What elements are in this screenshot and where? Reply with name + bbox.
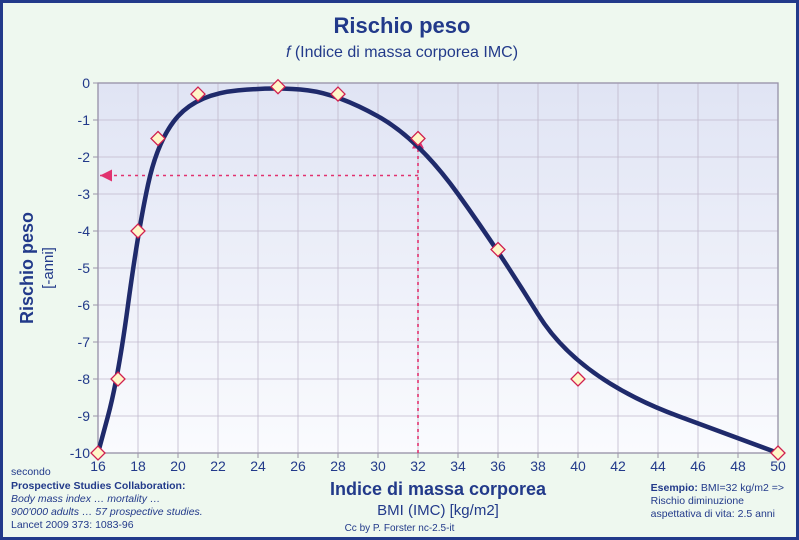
chart-svg: 1618202224262830323436384042444648500-1-… <box>3 3 796 537</box>
y-tick-label: 0 <box>82 75 90 91</box>
y-tick-label: -3 <box>78 186 91 202</box>
y-tick-label: -4 <box>78 223 91 239</box>
footnote-l3: Body mass index … mortality … <box>11 493 160 505</box>
chart-frame: 1618202224262830323436384042444648500-1-… <box>0 0 799 540</box>
cc-label: Cc by P. Forster nc-2.5-it <box>345 523 455 534</box>
x-tick-label: 26 <box>290 458 306 474</box>
footnote-r1a: Esempio: <box>651 482 698 494</box>
x-axis-subtitle: BMI (IMC) [kg/m2] <box>377 502 499 519</box>
chart-subtitle: f (Indice di massa corporea IMC) <box>286 44 518 61</box>
y-tick-label: -6 <box>78 297 91 313</box>
footnote-l2: Prospective Studies Collaboration: <box>11 480 185 492</box>
x-axis-title: Indice di massa corporea <box>330 479 547 499</box>
x-tick-label: 32 <box>410 458 426 474</box>
y-axis-title: Rischio peso <box>17 212 37 324</box>
y-tick-label: -10 <box>70 445 90 461</box>
x-tick-label: 34 <box>450 458 466 474</box>
y-axis-subtitle: [-anni] <box>40 247 57 289</box>
x-tick-label: 28 <box>330 458 346 474</box>
x-tick-label: 22 <box>210 458 226 474</box>
y-tick-label: -8 <box>78 371 91 387</box>
x-tick-label: 44 <box>650 458 666 474</box>
y-tick-label: -7 <box>78 334 91 350</box>
x-tick-label: 46 <box>690 458 706 474</box>
y-tick-label: -5 <box>78 260 91 276</box>
x-tick-label: 30 <box>370 458 386 474</box>
footnote-r1b: BMI=32 kg/m2 => <box>698 482 784 494</box>
y-tick-label: -2 <box>78 149 91 165</box>
x-tick-label: 24 <box>250 458 266 474</box>
footnote-r3: aspettativa di vita: 2.5 anni <box>651 508 775 520</box>
chart-title: Rischio peso <box>334 13 471 38</box>
x-tick-label: 40 <box>570 458 586 474</box>
footnote-l4: 900'000 adults … 57 prospective studies. <box>11 506 203 518</box>
x-tick-label: 36 <box>490 458 506 474</box>
x-tick-label: 38 <box>530 458 546 474</box>
y-tick-label: -9 <box>78 408 91 424</box>
footnote-right: Esempio: BMI=32 kg/m2 => Rischio diminuz… <box>651 482 784 521</box>
cc-text: Cc by P. Forster nc-2.5-it <box>3 523 796 534</box>
footnote-r2: Rischio diminuzione <box>651 495 744 507</box>
x-tick-label: 48 <box>730 458 746 474</box>
y-tick-label: -1 <box>78 112 91 128</box>
x-tick-label: 42 <box>610 458 626 474</box>
footnote-l1: secondo <box>11 466 51 478</box>
